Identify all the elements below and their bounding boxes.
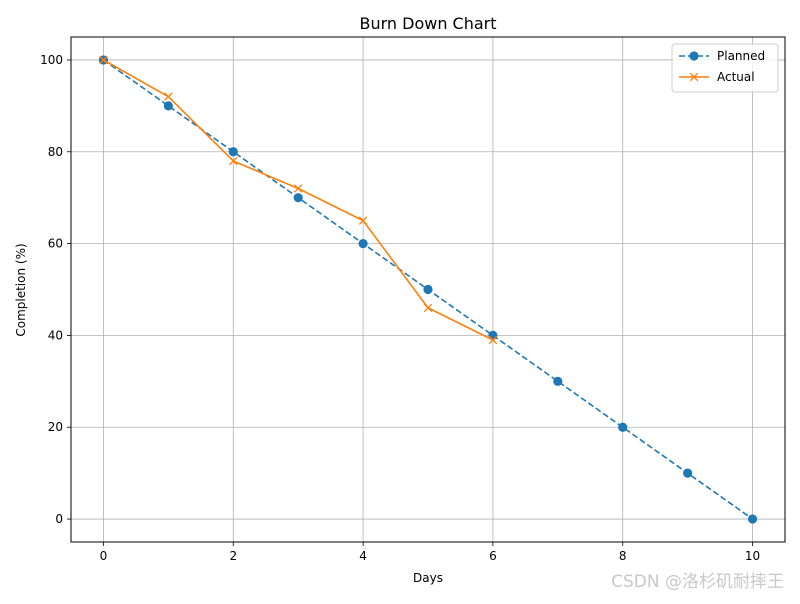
data-point-actual <box>164 92 173 101</box>
x-marker-stroke <box>689 72 699 82</box>
x-tick-label: 10 <box>745 549 760 563</box>
legend-label-actual: Actual <box>717 70 755 84</box>
data-point-planned <box>683 468 693 478</box>
data-point-actual <box>488 335 498 345</box>
data-point-actual <box>358 216 368 225</box>
data-point-planned <box>747 514 758 524</box>
x-marker-stroke <box>164 92 173 101</box>
x-tick-label: 0 <box>100 549 108 563</box>
data-point-planned <box>293 193 303 203</box>
data-point-planned <box>163 101 173 111</box>
y-tick-label: 60 <box>48 237 63 251</box>
legend-item-actual: Actual <box>679 70 755 84</box>
plot-frame <box>70 36 786 543</box>
plot-series <box>98 55 758 524</box>
data-point-actual <box>229 156 238 166</box>
legend-label-planned: Planned <box>717 49 765 63</box>
grid-lines <box>71 37 785 542</box>
y-axis-title: Completion (%) <box>14 243 28 336</box>
x-marker-stroke <box>358 216 368 225</box>
chart-title: Burn Down Chart <box>359 14 496 33</box>
data-point-planned <box>553 376 563 386</box>
data-point-planned <box>423 284 433 295</box>
legend-item-planned: Planned <box>679 49 765 63</box>
series-planned <box>98 55 758 524</box>
data-point-planned <box>618 422 628 432</box>
x-tick-label: 2 <box>229 549 237 563</box>
legend: Planned Actual <box>671 43 779 93</box>
x-tick-label: 4 <box>359 549 367 563</box>
y-tick-label: 0 <box>55 512 63 526</box>
series-actual <box>99 55 498 345</box>
data-point-actual <box>293 184 303 193</box>
data-point-planned <box>228 147 238 157</box>
watermark: CSDN @洛杉矶耐摔王 <box>611 572 784 592</box>
x-marker-stroke <box>293 184 303 193</box>
x-marker-stroke <box>488 335 498 345</box>
y-tick-label: 40 <box>48 328 63 342</box>
x-marker-stroke <box>99 55 108 65</box>
legend-marker-planned <box>689 51 699 61</box>
data-point-actual <box>423 303 433 313</box>
data-point-actual <box>99 55 108 65</box>
y-tick-label: 100 <box>40 53 63 67</box>
x-axis-title: Days <box>413 571 443 585</box>
data-point-planned <box>358 238 368 249</box>
x-marker-stroke <box>229 156 238 166</box>
y-tick-label: 80 <box>48 145 63 159</box>
legend-marker-actual <box>689 72 699 82</box>
x-marker-stroke <box>423 303 433 313</box>
x-tick-label: 6 <box>489 549 497 563</box>
y-tick-label: 20 <box>48 420 63 434</box>
x-tick-label: 8 <box>619 549 627 563</box>
